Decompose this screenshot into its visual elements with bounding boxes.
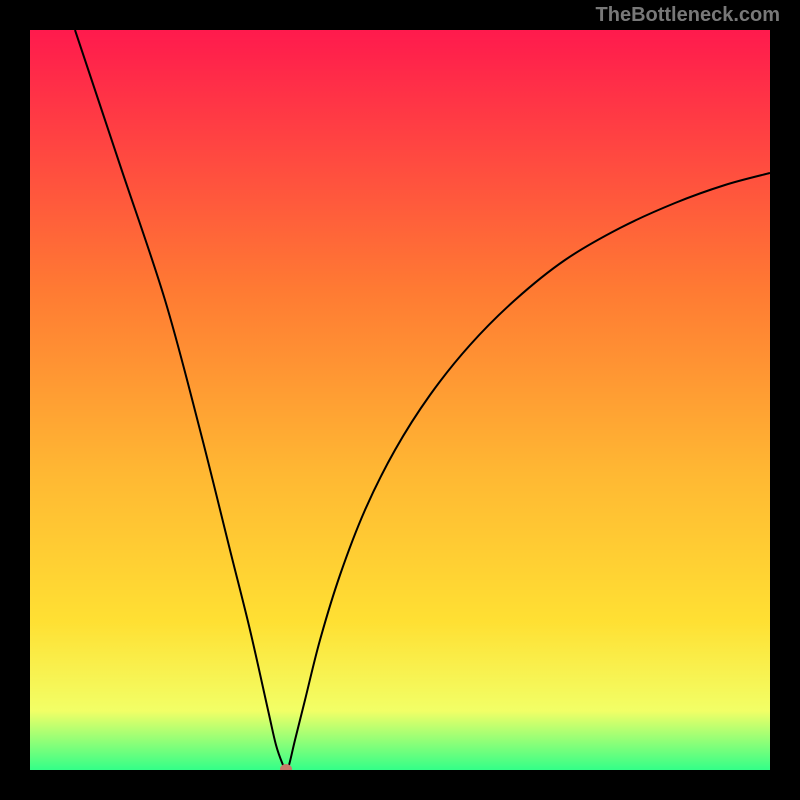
attribution-text: TheBottleneck.com (596, 4, 780, 27)
minimum-marker (280, 764, 292, 770)
chart-svg (30, 30, 770, 770)
bottleneck-curve (75, 30, 770, 769)
chart-plot-area (30, 30, 770, 770)
